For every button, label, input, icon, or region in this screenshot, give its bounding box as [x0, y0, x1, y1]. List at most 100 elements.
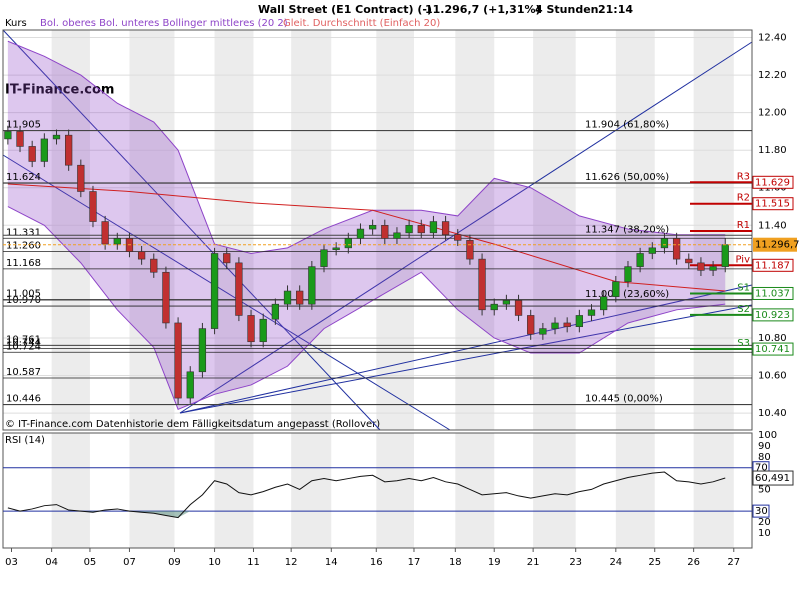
candle-body	[89, 191, 97, 222]
candle-body	[502, 300, 511, 305]
level-label: 10.587	[6, 367, 41, 378]
band-upper	[7, 40, 726, 254]
pivot-name: S1	[737, 282, 750, 293]
candle-body	[490, 303, 498, 311]
candle-body	[405, 225, 413, 234]
x-tick-label: 25	[648, 557, 661, 568]
candle-body	[429, 221, 438, 234]
x-tick-label: 17	[408, 557, 421, 568]
y-tick-label: 12.20	[758, 70, 787, 81]
x-tick-label: 07	[123, 557, 136, 568]
pivot-name: S3	[737, 338, 750, 349]
pivot-box	[752, 286, 794, 300]
x-tick-label: 14	[325, 557, 338, 568]
pivot-label: 11.515	[755, 199, 790, 210]
rsi-level-label: 70	[755, 463, 768, 474]
pivot-label: 11.037	[755, 288, 790, 299]
candle-body	[612, 281, 620, 297]
level-label: 10.744	[6, 337, 41, 348]
pivot-name: S2	[737, 304, 750, 315]
rsi-level-label: 30	[755, 506, 768, 517]
day-stripe	[129, 433, 175, 548]
day-stripe	[376, 433, 414, 548]
candle-body	[575, 315, 583, 328]
candle-body	[344, 238, 352, 249]
candle-body	[441, 221, 450, 235]
candle-body	[709, 266, 717, 271]
pivot-box	[752, 197, 794, 211]
band-fill	[7, 41, 726, 410]
candle-body	[259, 318, 267, 343]
rsi-tick-label: 20	[758, 517, 771, 528]
x-tick-label: 24	[609, 557, 622, 568]
pivot-label: 10.923	[755, 310, 790, 321]
pivot-name: R1	[737, 220, 750, 231]
x-tick-label: 18	[449, 557, 462, 568]
candle-body	[77, 164, 85, 192]
candle-body	[672, 238, 681, 260]
last-box	[753, 237, 797, 252]
legend-bands: Bol. oberes Bol. unteres Bollinger mittl…	[40, 18, 288, 29]
candle-body	[150, 258, 158, 273]
x-tick-label: 19	[488, 557, 501, 568]
candle-body	[101, 221, 109, 245]
candle-body	[271, 303, 280, 320]
day-stripe	[693, 433, 734, 548]
candle-body	[624, 266, 632, 282]
candle-body	[527, 315, 535, 335]
pivot-name: R3	[737, 171, 750, 182]
candle-body	[198, 328, 207, 373]
day-stripe	[615, 433, 655, 548]
x-tick-label: 05	[84, 557, 97, 568]
rsi-frame	[2, 432, 753, 549]
y-tick-label: 12.40	[758, 33, 787, 44]
pivot-box	[752, 308, 794, 322]
rsi-tick-label: 50	[758, 484, 771, 495]
day-stripe	[291, 433, 332, 548]
day-stripe	[51, 433, 90, 548]
candle-body	[174, 322, 182, 399]
footer: © IT-Finance.com Datenhistorie dem Fälli…	[5, 419, 380, 430]
level-label: 11.331	[6, 227, 41, 238]
time: 21:14	[598, 3, 633, 16]
y-tick-label: 10.80	[758, 333, 787, 344]
candle-body	[52, 134, 61, 140]
candle-body	[296, 290, 304, 305]
pivot-label: 11.629	[755, 177, 790, 188]
y-tick-label: 12.00	[758, 108, 787, 119]
candle-body	[381, 225, 389, 239]
last-label: 11.296,7	[755, 240, 800, 251]
x-tick-label: 27	[727, 557, 740, 568]
candle-body	[332, 247, 340, 251]
pivot-box	[752, 175, 794, 189]
pivot-box	[752, 342, 794, 356]
candle-body	[28, 146, 36, 162]
day-stripe	[533, 433, 576, 548]
trend-line	[179, 304, 753, 414]
trend-lines	[2, 29, 753, 431]
y-tick-label: 11.80	[758, 145, 787, 156]
legend-ma: Gleit. Durchschnitt (Einfach 20)	[283, 18, 440, 29]
x-tick-label: 04	[45, 557, 58, 568]
candle-body	[235, 262, 243, 316]
y-tick-label: 10.60	[758, 371, 787, 382]
candle-body	[551, 322, 559, 329]
level-label: 11.624	[6, 172, 41, 183]
level-label: 11.168	[6, 258, 41, 269]
rsi-level-box	[752, 504, 770, 518]
candle-body	[162, 271, 170, 324]
y-tick-label: 10.40	[758, 408, 787, 419]
candle-body	[368, 225, 377, 230]
rsi-tick-label: 90	[758, 441, 771, 452]
day-stripe	[129, 30, 175, 430]
level-label: 10.724	[6, 341, 41, 352]
day-stripe	[214, 433, 254, 548]
fib-label: 10.445 (0,00%)	[585, 394, 663, 405]
trend-line	[2, 29, 381, 431]
level-label: 10.446	[6, 393, 41, 404]
title: Wall Street (E1 Contract) (-)	[258, 3, 432, 16]
x-tick-label: 11	[247, 557, 260, 568]
rsi-line	[7, 471, 726, 519]
level-label: 10.761	[6, 334, 41, 345]
candle-body	[648, 247, 656, 254]
